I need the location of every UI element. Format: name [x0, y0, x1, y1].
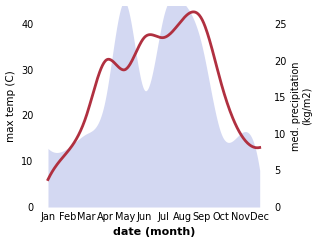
Y-axis label: med. precipitation
(kg/m2): med. precipitation (kg/m2) — [291, 61, 313, 151]
Y-axis label: max temp (C): max temp (C) — [5, 70, 16, 142]
X-axis label: date (month): date (month) — [113, 227, 195, 237]
